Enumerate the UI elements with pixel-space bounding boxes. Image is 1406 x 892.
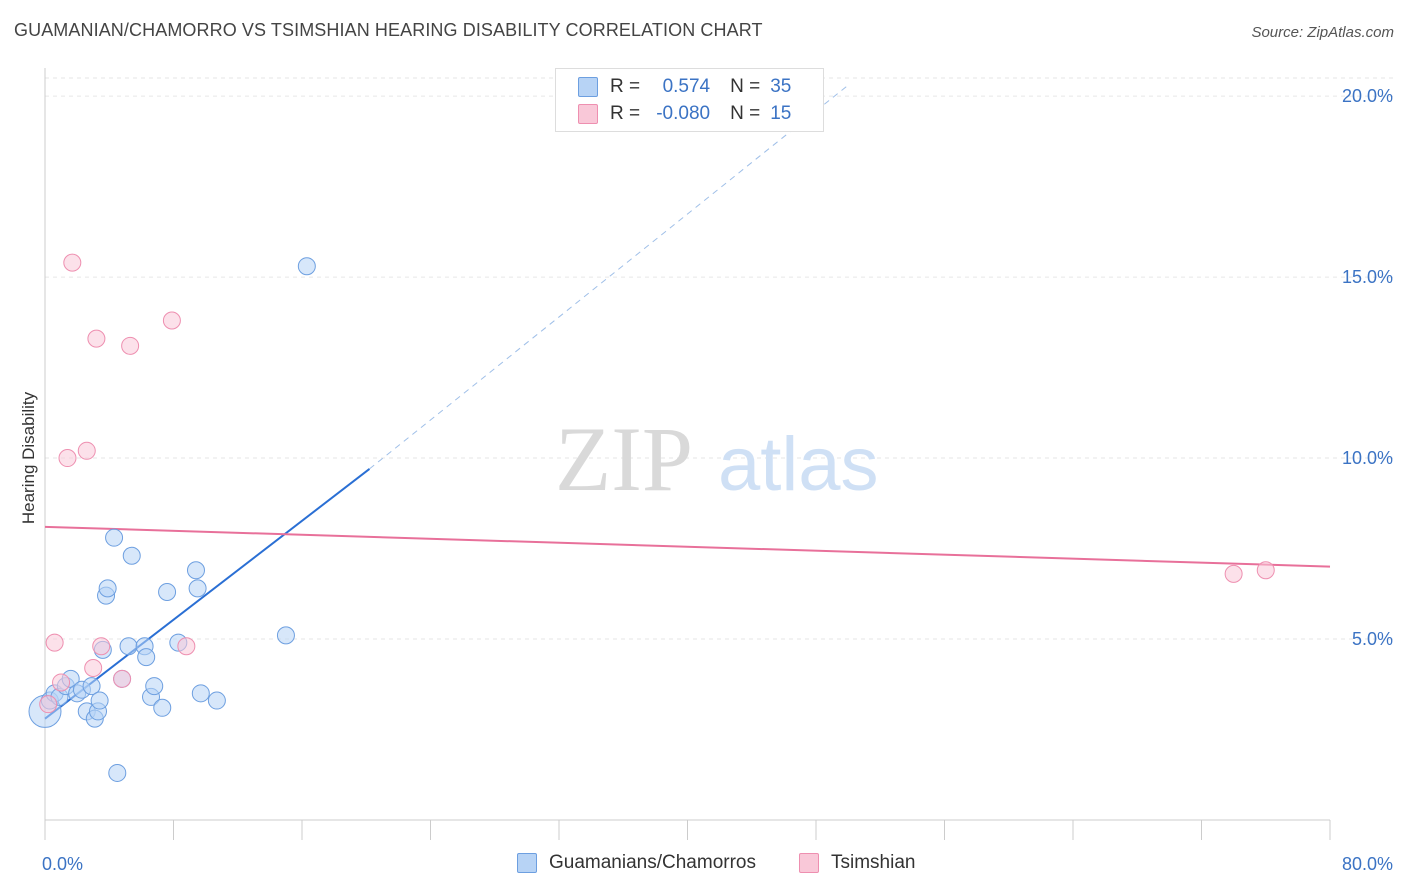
series-legend: Guamanians/Chamorros Tsimshian bbox=[0, 852, 1406, 878]
point-guamanian bbox=[186, 561, 205, 580]
point-guamanian bbox=[108, 763, 127, 782]
point-tsimshian bbox=[113, 669, 132, 688]
legend-r-value: 0.574 bbox=[662, 76, 711, 97]
point-tsimshian bbox=[1224, 564, 1243, 583]
watermark-atlas: atlas bbox=[718, 422, 879, 507]
point-tsimshian bbox=[58, 449, 77, 468]
chart-title: GUAMANIAN/CHAMORRO VS TSIMSHIAN HEARING … bbox=[14, 20, 763, 40]
series-name: Guamanians/Chamorros bbox=[549, 852, 756, 873]
grid-lines bbox=[45, 77, 1395, 640]
point-guamanian bbox=[153, 698, 172, 717]
trend-line-tsimshian bbox=[44, 525, 1331, 568]
point-guamanian bbox=[90, 691, 109, 710]
series-swatch-pink bbox=[799, 853, 819, 873]
y-tick-label: 10.0% bbox=[1342, 448, 1393, 468]
watermark-zip: ZIP bbox=[555, 408, 693, 510]
series-name: Tsimshian bbox=[831, 852, 916, 873]
point-tsimshian bbox=[77, 441, 96, 460]
trend-line-guamanian-extension bbox=[369, 84, 849, 470]
point-tsimshian bbox=[39, 695, 58, 714]
trend-lines bbox=[44, 84, 1331, 720]
y-tick-label: 5.0% bbox=[1352, 629, 1393, 649]
point-guamanian bbox=[122, 546, 141, 565]
point-guamanian bbox=[82, 677, 101, 696]
series-legend-tsimshian: Tsimshian bbox=[799, 852, 915, 874]
point-tsimshian bbox=[1256, 561, 1275, 580]
legend-n-label: N = bbox=[730, 103, 761, 124]
point-guamanian bbox=[137, 648, 156, 667]
y-tick-label: 15.0% bbox=[1342, 267, 1393, 287]
legend-n-value: 35 bbox=[770, 76, 792, 97]
point-tsimshian bbox=[177, 637, 196, 656]
legend-r-label: R = bbox=[610, 103, 641, 124]
point-guamanian bbox=[105, 528, 124, 547]
y-tick-labels: 5.0% 10.0% 15.0% 20.0% bbox=[1342, 86, 1393, 649]
legend-swatch-pink bbox=[578, 104, 598, 124]
point-guamanian bbox=[191, 684, 210, 703]
point-guamanian bbox=[158, 582, 177, 601]
point-tsimshian bbox=[121, 336, 140, 355]
point-guamanian bbox=[119, 637, 138, 656]
point-tsimshian bbox=[92, 637, 111, 656]
x-tick-label: 0.0% bbox=[42, 854, 83, 874]
legend-swatch-blue bbox=[578, 77, 598, 97]
correlation-legend: R = 0.574 N = 35 R = -0.080 N = 15 bbox=[555, 68, 824, 132]
axes bbox=[44, 68, 1331, 840]
point-guamanian bbox=[188, 579, 207, 598]
point-tsimshian bbox=[52, 673, 71, 692]
legend-row-guamanian: R = 0.574 N = 35 bbox=[578, 75, 791, 99]
series-swatch-blue bbox=[517, 853, 537, 873]
trend-line-guamanian bbox=[44, 468, 371, 720]
point-tsimshian bbox=[87, 329, 106, 348]
data-points bbox=[28, 253, 1275, 782]
legend-n-value: 15 bbox=[770, 103, 792, 124]
source-label: Source: ZipAtlas.com bbox=[1251, 24, 1394, 41]
series-legend-guamanian: Guamanians/Chamorros bbox=[517, 852, 756, 874]
point-guamanian bbox=[207, 691, 226, 710]
point-tsimshian bbox=[45, 633, 64, 652]
x-tick-label: 80.0% bbox=[1342, 854, 1393, 874]
legend-row-tsimshian: R = -0.080 N = 15 bbox=[578, 102, 791, 126]
x-tick-labels: 0.0% 80.0% bbox=[42, 854, 1393, 874]
point-guamanian bbox=[98, 579, 117, 598]
y-tick-label: 20.0% bbox=[1342, 86, 1393, 106]
point-tsimshian bbox=[84, 658, 103, 677]
y-axis-label: Hearing Disability bbox=[19, 391, 38, 524]
point-tsimshian bbox=[162, 311, 181, 330]
point-tsimshian bbox=[63, 253, 82, 272]
legend-n-label: N = bbox=[730, 76, 761, 97]
point-guamanian bbox=[145, 677, 164, 696]
legend-r-label: R = bbox=[610, 76, 641, 97]
point-guamanian bbox=[276, 626, 295, 645]
legend-r-value: -0.080 bbox=[656, 103, 711, 124]
point-guamanian bbox=[297, 257, 316, 276]
